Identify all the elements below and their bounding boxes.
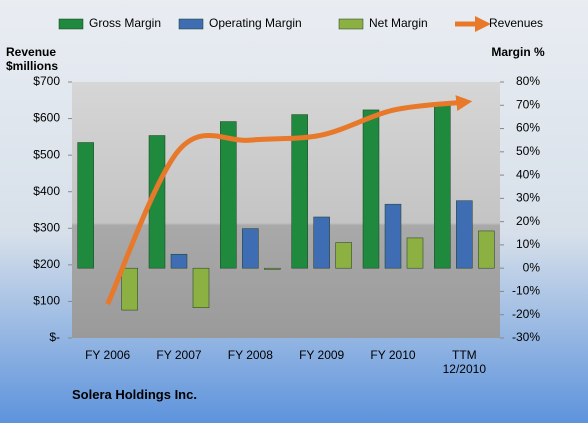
y2-tick-label: -30% (512, 330, 540, 344)
bar (170, 253, 188, 269)
y-tick-label: $700 (33, 74, 60, 88)
y-axis-title: Revenue $millions (6, 45, 59, 73)
bar (121, 267, 138, 311)
y-tick-label: $600 (33, 111, 60, 125)
x-tick-label: TTM 12/2010 (442, 348, 487, 376)
bar (406, 237, 424, 269)
bar (478, 230, 495, 269)
bar (220, 121, 237, 269)
y2-tick-label: 30% (516, 191, 540, 205)
bar (192, 267, 210, 308)
y-tick-label: $100 (33, 294, 60, 308)
bar (335, 242, 352, 269)
bar (291, 114, 308, 269)
y2-tick-label: 10% (516, 237, 540, 251)
x-tick-label: FY 2009 (299, 348, 345, 362)
bar (242, 228, 259, 269)
x-tick-label: FY 2007 (156, 348, 202, 362)
y-tick-label: $500 (33, 147, 60, 161)
caption: Solera Holdings Inc. (72, 387, 197, 402)
y2-tick-label: 20% (516, 214, 540, 228)
y2-tick-label: 60% (516, 121, 540, 135)
y-tick-label: $200 (33, 257, 60, 271)
plot-area (72, 82, 500, 338)
bar (456, 200, 473, 269)
x-tick-label: FY 2006 (85, 348, 131, 362)
legend-swatch (338, 18, 364, 30)
legend-label: Revenues (489, 16, 543, 30)
y2-tick-label: 40% (516, 167, 540, 181)
bar (264, 267, 281, 270)
y2-tick-label: -20% (512, 307, 540, 321)
bar (384, 203, 402, 269)
x-tick-label: FY 2008 (227, 348, 273, 362)
y2-tick-label: -10% (512, 284, 540, 298)
y2-tick-label: 80% (516, 74, 540, 88)
legend-swatch (178, 18, 204, 30)
legend-label: Gross Margin (89, 16, 161, 30)
y2-tick-label: 0% (523, 260, 541, 274)
y-tick-label: $- (49, 330, 60, 344)
y2-tick-label: 50% (516, 144, 540, 158)
legend-label: Net Margin (369, 16, 428, 30)
y2-tick-label: 70% (516, 97, 540, 111)
bar (77, 142, 94, 269)
revenue-line (105, 95, 473, 306)
bar (313, 216, 330, 269)
bar (434, 105, 451, 269)
y2-axis-title: Margin % (491, 45, 545, 59)
y-tick-label: $400 (33, 184, 60, 198)
legend-swatch (58, 18, 84, 30)
legend-label: Operating Margin (209, 16, 302, 30)
y-tick-label: $300 (33, 220, 60, 234)
bar (362, 109, 380, 269)
x-tick-label: FY 2010 (370, 348, 416, 362)
